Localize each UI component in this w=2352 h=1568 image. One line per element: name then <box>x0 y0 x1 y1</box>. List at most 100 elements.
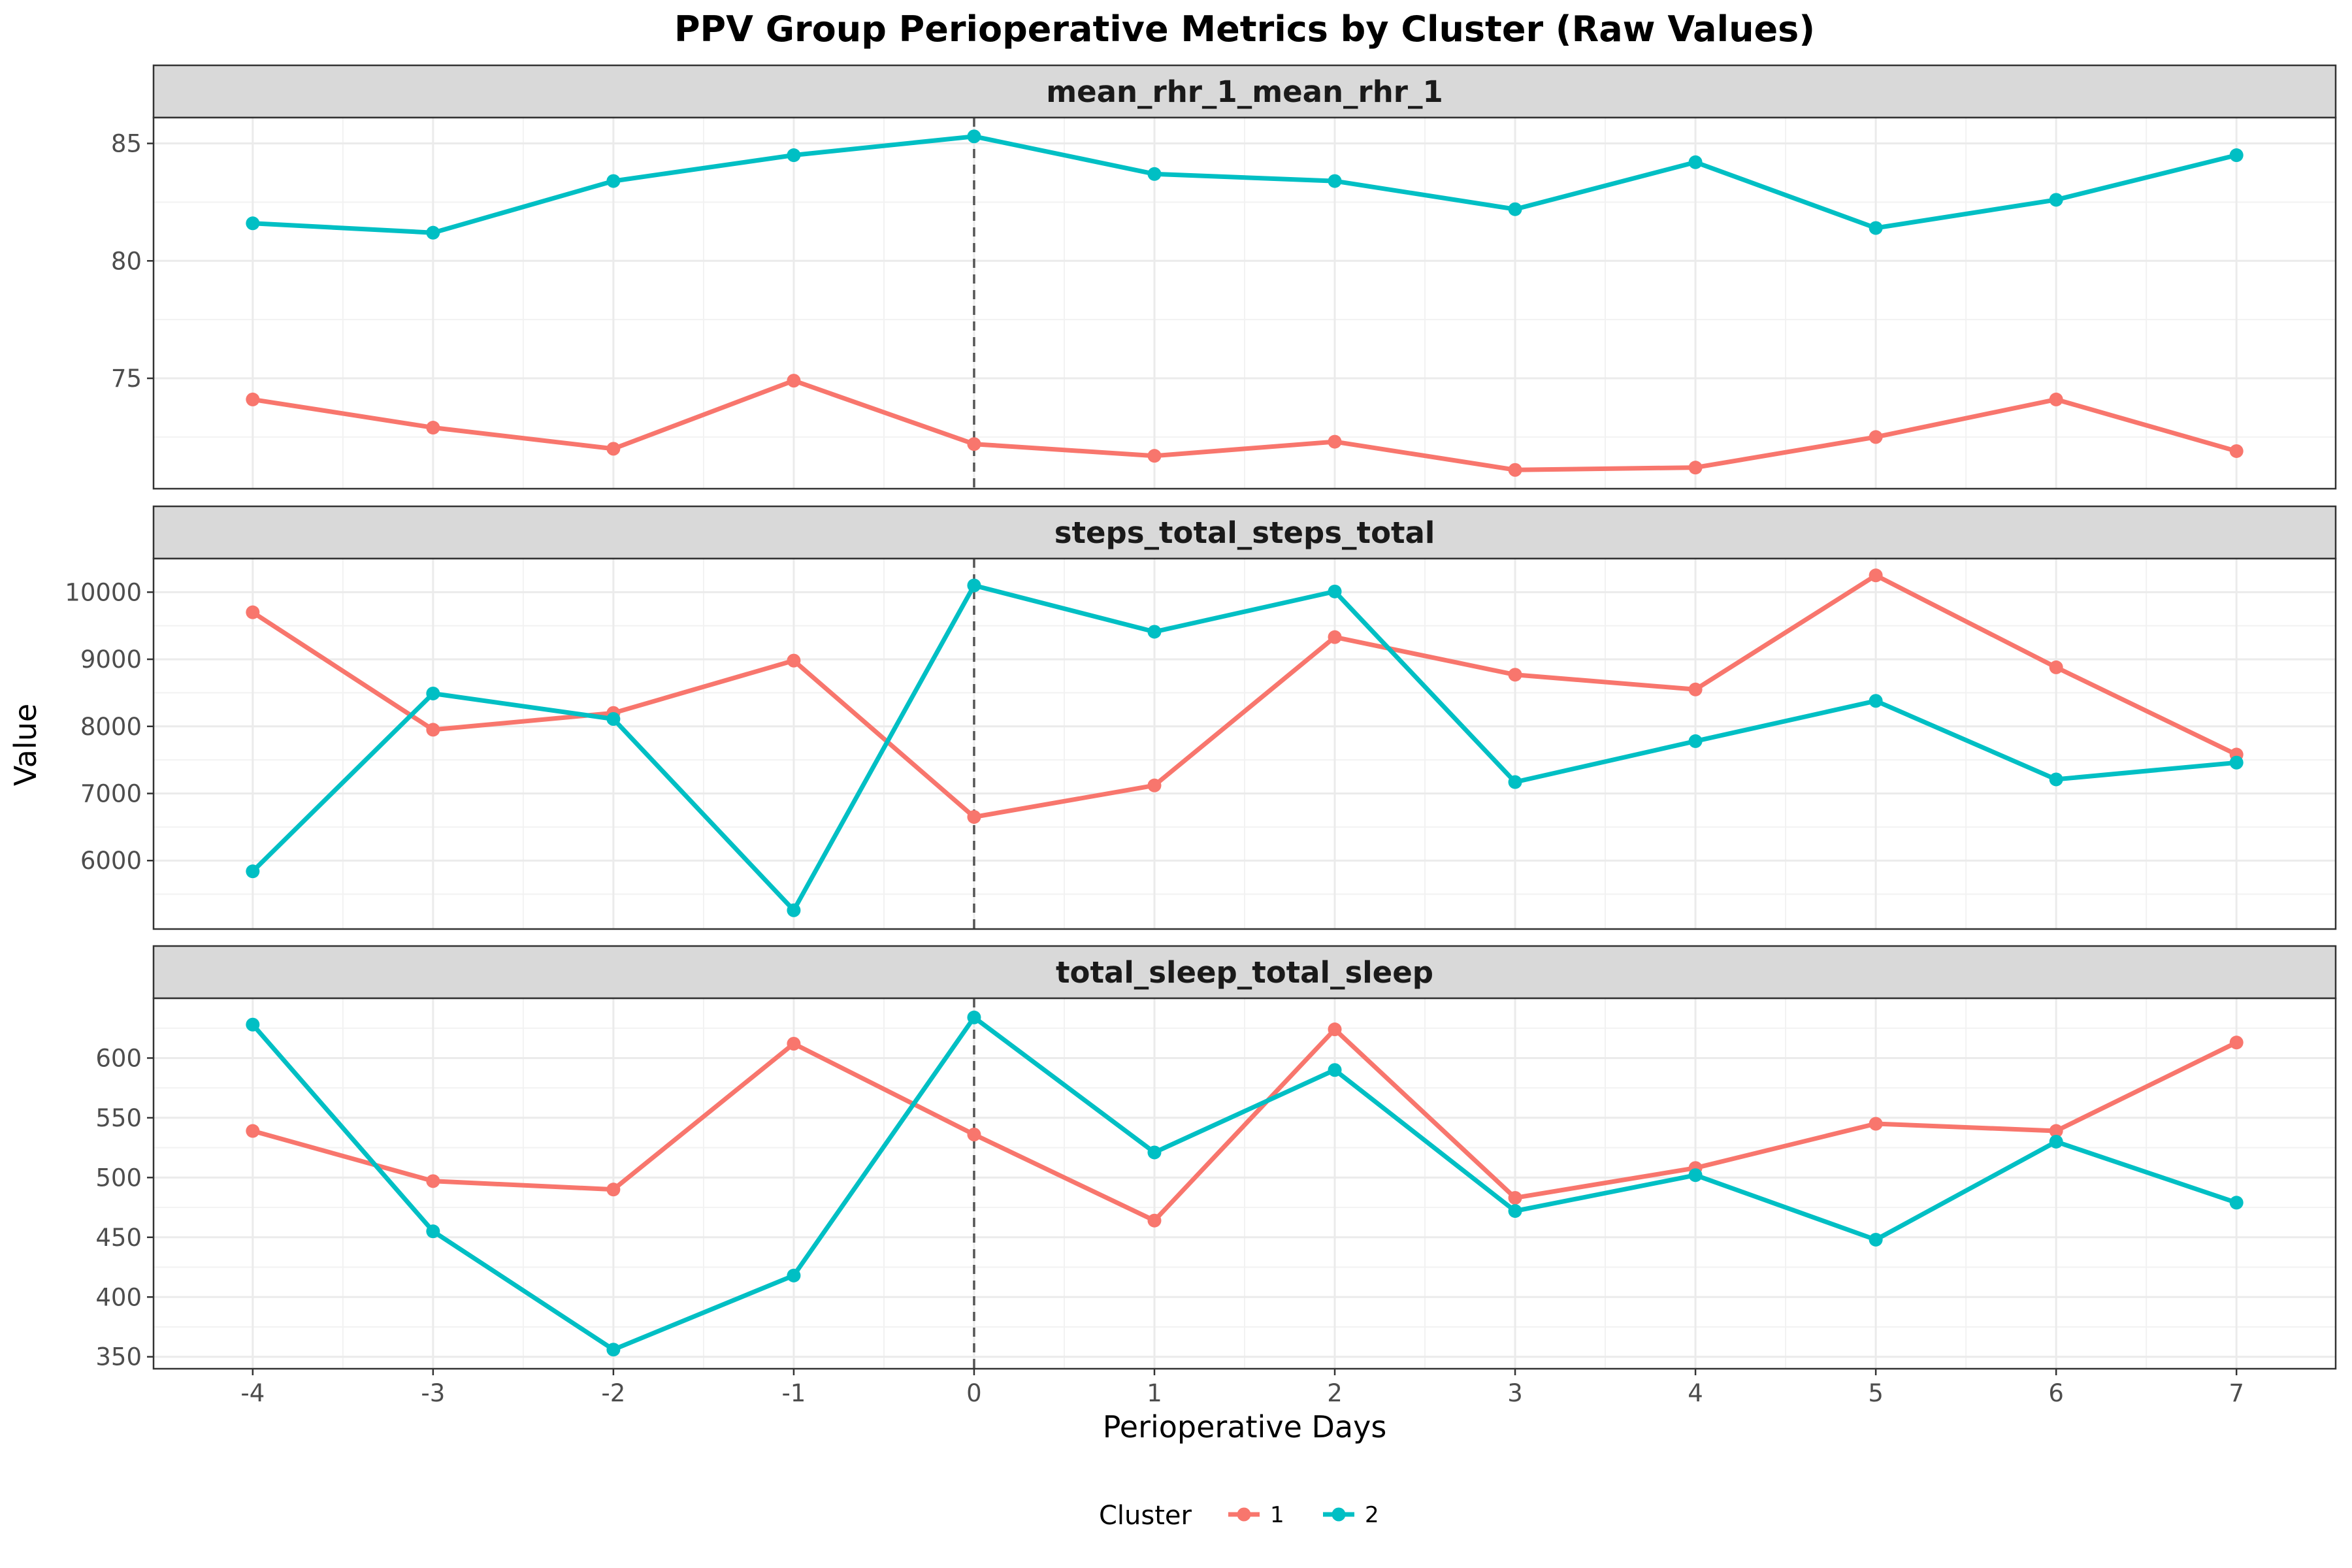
data-point <box>246 1017 260 1032</box>
data-point <box>426 1224 440 1239</box>
x-tick-label: 2 <box>1327 1379 1343 1407</box>
y-tick-label: 500 <box>95 1164 142 1192</box>
data-point <box>2049 660 2063 674</box>
data-point <box>1688 734 1703 748</box>
data-point <box>426 225 440 240</box>
y-tick-label: 450 <box>95 1224 142 1252</box>
y-tick-label: 550 <box>95 1104 142 1132</box>
data-point <box>787 1037 801 1051</box>
data-point <box>967 1128 981 1142</box>
x-tick-label: -1 <box>781 1379 806 1407</box>
data-point <box>967 129 981 144</box>
x-axis: -4 -3 -2 -1 0 1 2 3 4 5 6 7 <box>240 1369 2244 1407</box>
facet-strip <box>152 64 2337 119</box>
data-point <box>1508 1204 1522 1218</box>
y-tick-label: 80 <box>111 247 142 275</box>
x-tick-label: -4 <box>240 1379 265 1407</box>
data-point <box>606 442 621 456</box>
data-point <box>787 903 801 917</box>
data-point <box>967 578 981 593</box>
data-point <box>246 392 260 406</box>
data-point <box>1147 1145 1162 1160</box>
y-tick-label: 85 <box>111 130 142 158</box>
x-tick-label: 4 <box>1688 1379 1703 1407</box>
panel-border <box>152 997 2337 1370</box>
y-tick-label: 8000 <box>80 713 142 741</box>
data-point <box>2049 772 2063 787</box>
data-point <box>967 1010 981 1024</box>
data-point <box>2229 1036 2244 1050</box>
legend: Cluster 1 2 <box>1099 1501 1379 1531</box>
data-point <box>787 148 801 163</box>
panel-border <box>152 557 2337 930</box>
data-point <box>426 723 440 737</box>
data-point <box>1328 1063 1342 1077</box>
data-point <box>246 605 260 619</box>
facet-strip-label: total_sleep_total_sleep <box>1056 955 1433 990</box>
data-point <box>1328 174 1342 188</box>
data-point <box>426 686 440 700</box>
data-point <box>1147 778 1162 792</box>
facet-strip <box>152 505 2337 560</box>
x-tick-label: 7 <box>2229 1379 2244 1407</box>
data-point <box>606 1183 621 1197</box>
data-point <box>606 1343 621 1357</box>
data-point <box>1508 463 1522 477</box>
data-point <box>426 1174 440 1188</box>
data-point <box>1147 625 1162 639</box>
data-point <box>1869 430 1883 444</box>
y-tick-label: 7000 <box>80 780 142 808</box>
series-line-cluster-2 <box>250 134 2239 235</box>
series-line-cluster-2 <box>250 1015 2239 1352</box>
data-point <box>1328 434 1342 449</box>
data-point <box>2229 755 2244 770</box>
x-tick-label: 3 <box>1507 1379 1523 1407</box>
y-tick-label: 350 <box>95 1343 142 1371</box>
data-point <box>1869 1232 1883 1247</box>
data-point <box>1688 461 1703 475</box>
data-point <box>246 216 260 231</box>
chart-title: PPV Group Perioperative Metrics by Clust… <box>674 8 1815 50</box>
data-point <box>2049 392 2063 406</box>
x-axis-title: Perioperative Days <box>1103 1409 1387 1445</box>
facet-strip-label: steps_total_steps_total <box>1054 515 1435 550</box>
data-point <box>967 809 981 824</box>
data-point <box>606 711 621 726</box>
data-point <box>246 1124 260 1138</box>
data-point <box>2229 444 2244 458</box>
data-point <box>2229 148 2244 163</box>
data-point <box>1147 167 1162 181</box>
y-tick-label: 400 <box>95 1283 142 1311</box>
facet-strip <box>152 945 2337 1000</box>
data-point <box>1508 1190 1522 1205</box>
data-point <box>1147 1213 1162 1228</box>
y-tick-label: 9000 <box>80 645 142 674</box>
data-point <box>1869 221 1883 235</box>
y-tick-label: 600 <box>95 1044 142 1072</box>
data-point <box>1688 155 1703 169</box>
x-tick-label: 0 <box>966 1379 982 1407</box>
data-point <box>1328 1022 1342 1037</box>
data-point <box>1328 584 1342 598</box>
legend-label-cluster-2: 2 <box>1365 1502 1379 1528</box>
data-point <box>1869 1117 1883 1131</box>
series-line-cluster-2 <box>250 583 2239 913</box>
data-point <box>2229 1196 2244 1210</box>
facet-panels: mean_rhr_1_mean_rhr_1 75 80 85 steps_total_s… <box>65 64 2337 1371</box>
data-point <box>787 653 801 668</box>
facet-strip-label: mean_rhr_1_mean_rhr_1 <box>1046 74 1443 109</box>
data-point <box>1147 449 1162 463</box>
series-line-cluster-1 <box>250 378 2239 472</box>
data-point <box>1688 682 1703 696</box>
data-point <box>1869 694 1883 708</box>
legend-key-point-cluster-2 <box>1331 1507 1346 1522</box>
data-point <box>2049 1124 2063 1138</box>
x-tick-label: 5 <box>1868 1379 1884 1407</box>
data-point <box>787 374 801 388</box>
data-point <box>1508 775 1522 789</box>
data-point <box>1508 202 1522 216</box>
data-point <box>2049 193 2063 207</box>
y-tick-label: 75 <box>111 365 142 393</box>
y-tick-label: 6000 <box>80 847 142 875</box>
